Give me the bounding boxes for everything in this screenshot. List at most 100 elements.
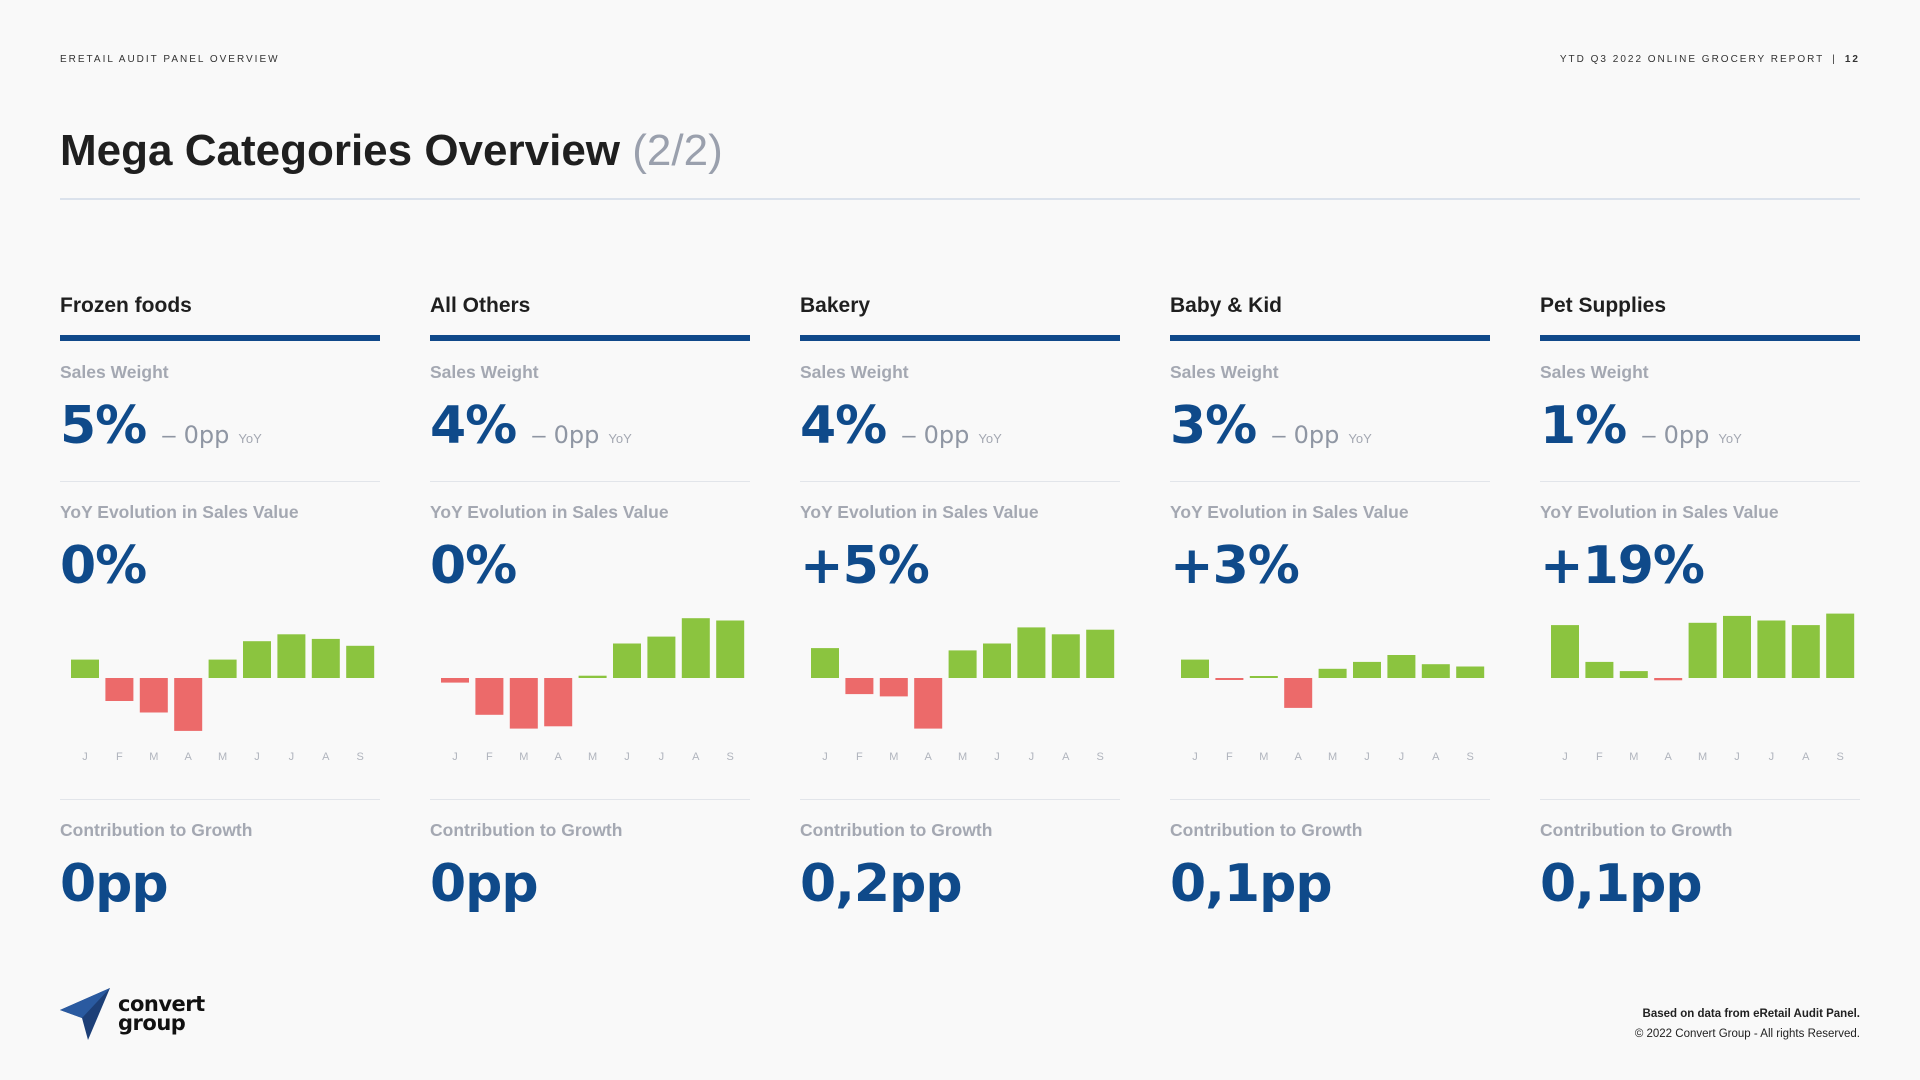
chart-tick-label: M: [1698, 751, 1707, 763]
contribution-label: Contribution to Growth: [800, 820, 993, 840]
contribution-value: 0,1pp: [1170, 854, 1333, 914]
contribution-label: Contribution to Growth: [430, 820, 623, 840]
chart-tick-label: M: [588, 751, 597, 763]
category-panel: All Others Sales Weight 4% – 0pp YoY YoY…: [430, 292, 750, 932]
chart-tick-label: A: [692, 751, 700, 763]
chart-tick-label: A: [185, 751, 193, 763]
category-underline: [430, 335, 750, 341]
dash-icon: –: [902, 422, 916, 449]
contribution-label: Contribution to Growth: [1540, 820, 1733, 840]
category-panel: Frozen foods Sales Weight 5% – 0pp YoY Y…: [60, 292, 380, 932]
yoy-tag: YoY: [608, 431, 632, 446]
contribution-label: Contribution to Growth: [60, 820, 253, 840]
yoy-evolution-label: YoY Evolution in Sales Value: [1170, 502, 1409, 522]
footer-source: Based on data from eRetail Audit Panel.: [1642, 1008, 1860, 1020]
chart-tick-label: S: [727, 751, 734, 763]
yoy-evolution-label: YoY Evolution in Sales Value: [1540, 502, 1779, 522]
category-underline: [800, 335, 1120, 341]
contribution-value: 0pp: [60, 854, 169, 914]
chart-tick-label: S: [1837, 751, 1844, 763]
sales-weight-label: Sales Weight: [800, 362, 909, 382]
chart-tick-label: S: [357, 751, 364, 763]
page-title: Mega Categories Overview (2/2): [60, 126, 723, 176]
report-label: YTD Q3 2022 ONLINE GROCERY REPORT | 12: [1560, 54, 1860, 65]
weight-change-value: 0pp: [553, 421, 600, 449]
chart-tick-label: M: [218, 751, 227, 763]
yoy-evolution-value: 0%: [430, 536, 517, 596]
category-underline: [60, 335, 380, 341]
chart-tick-label: A: [1802, 751, 1810, 763]
chart-bar-a-3: [914, 678, 943, 729]
yoy-tag: YoY: [238, 431, 262, 446]
chart-bar-a-3: [544, 678, 573, 727]
chart-bar-f-1: [1585, 661, 1614, 678]
chart-bar-j-6: [277, 634, 306, 678]
chart-tick-label: J: [994, 751, 1000, 763]
chart-tick-label: F: [1226, 751, 1233, 763]
chart-bar-m-2: [509, 678, 538, 729]
yoy-evolution-value: +19%: [1540, 536, 1705, 596]
chart-tick-label: J: [82, 751, 88, 763]
dash-icon: –: [162, 422, 176, 449]
yoy-tag: YoY: [978, 431, 1002, 446]
section-divider: [1540, 799, 1860, 800]
chart-bar-j-0: [1551, 625, 1579, 678]
category-name: Baby & Kid: [1170, 294, 1283, 317]
category-name: Bakery: [800, 294, 871, 317]
section-divider: [800, 799, 1120, 800]
yoy-evolution-value: +5%: [800, 536, 930, 596]
chart-tick-label: J: [624, 751, 630, 763]
chart-bar-f-1: [105, 678, 134, 701]
yoy-evolution-value: 0%: [60, 536, 147, 596]
chart-tick-label: F: [856, 751, 863, 763]
chart-bar-m-2: [139, 678, 168, 713]
chart-tick-label: M: [1328, 751, 1337, 763]
weight-change-value: 0pp: [1663, 421, 1710, 449]
category-panel: Baby & Kid Sales Weight 3% – 0pp YoY YoY…: [1170, 292, 1490, 932]
category-name: Pet Supplies: [1540, 294, 1667, 317]
weight-change-value: 0pp: [183, 421, 230, 449]
chart-bar-s-8: [1456, 666, 1485, 678]
chart-tick-label: J: [452, 751, 458, 763]
chart-tick-label: M: [1259, 751, 1268, 763]
chart-bar-m-4: [208, 659, 237, 678]
sales-weight-value: 3%: [1170, 396, 1257, 456]
dash-icon: –: [1272, 422, 1286, 449]
section-divider: [60, 481, 380, 482]
chart-tick-label: S: [1467, 751, 1474, 763]
chart-bar-a-7: [1051, 634, 1080, 678]
section-divider: [430, 799, 750, 800]
chart-bar-j-6: [647, 636, 676, 678]
chart-bar-f-1: [1215, 678, 1244, 680]
category-name: All Others: [430, 294, 531, 317]
logo-text: convert group: [118, 994, 205, 1034]
contribution-value: 0,1pp: [1540, 854, 1703, 914]
page-title-sub: (2/2): [632, 126, 723, 175]
sales-weight-value: 4%: [800, 396, 887, 456]
chart-tick-label: M: [519, 751, 528, 763]
chart-tick-label: A: [555, 751, 563, 763]
dash-icon: –: [1642, 422, 1656, 449]
section-divider: [800, 481, 1120, 482]
sales-weight-value: 1%: [1540, 396, 1627, 456]
chart-bar-a-3: [1284, 678, 1313, 708]
chart-tick-label: J: [1364, 751, 1370, 763]
chart-tick-label: J: [254, 751, 260, 763]
weight-change-value: 0pp: [923, 421, 970, 449]
report-name: YTD Q3 2022 ONLINE GROCERY REPORT: [1559, 54, 1825, 65]
chart-tick-label: F: [1596, 751, 1603, 763]
chart-bar-m-2: [1249, 676, 1278, 678]
chart-bar-s-8: [1086, 629, 1115, 678]
sales-weight-label: Sales Weight: [430, 362, 539, 382]
chart-bar-j-6: [1017, 627, 1046, 678]
yoy-tag: YoY: [1348, 431, 1372, 446]
chart-bar-a-3: [1654, 678, 1683, 681]
chart-tick-label: J: [822, 751, 828, 763]
chart-tick-label: M: [1629, 751, 1638, 763]
chart-tick-label: J: [1192, 751, 1198, 763]
chart-tick-label: M: [149, 751, 158, 763]
weight-change-value: 0pp: [1293, 421, 1340, 449]
